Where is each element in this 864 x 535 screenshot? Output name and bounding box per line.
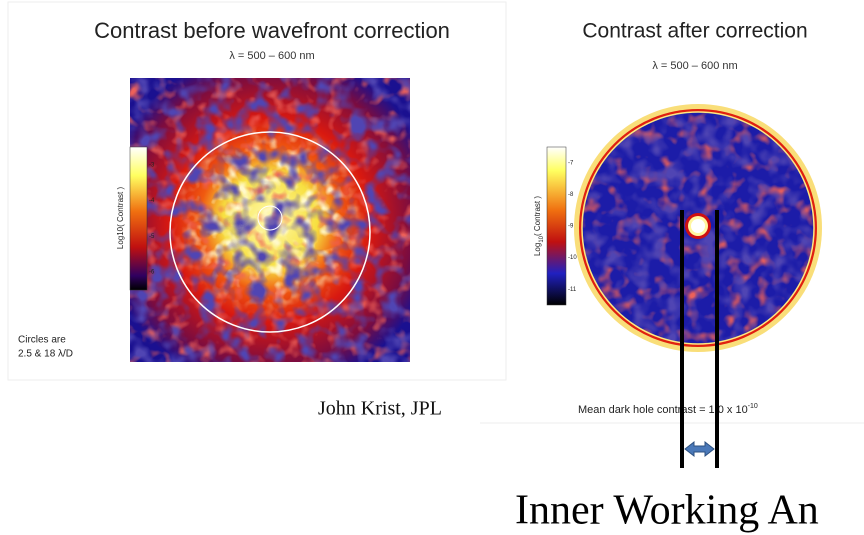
colorbar-tick-label: -4	[149, 198, 155, 204]
iwa-line	[680, 210, 684, 468]
left-title: Contrast before wavefront correction	[94, 18, 450, 43]
left-heatmap	[130, 78, 410, 362]
colorbar-tick-label: -3	[149, 162, 155, 168]
colorbar-tick-label: -10	[568, 255, 577, 261]
right-title: Contrast after correction	[582, 20, 807, 43]
colorbar-tick-label: -6	[149, 270, 155, 276]
iwa-label: Inner Working An	[515, 488, 819, 534]
colorbar-tick-label: -5	[149, 234, 155, 240]
note-line: 2.5 & 18 λ/D	[18, 349, 73, 360]
right-heatmap	[574, 104, 822, 352]
colorbar-tick-label: -8	[568, 192, 574, 198]
iwa-line	[715, 210, 719, 468]
credit: John Krist, JPL	[318, 398, 442, 420]
note-line: Circles are	[18, 335, 66, 346]
right-colorbar	[546, 146, 567, 306]
iwa-arrow	[684, 440, 715, 458]
colorbar-tick-label: -7	[568, 160, 574, 166]
left-subtitle: λ = 500 – 600 nm	[229, 50, 314, 62]
right-caption: Mean dark hole contrast = 1.0 x 10-10	[578, 403, 758, 416]
right-colorbar-label: Log10( Contrast )	[533, 196, 544, 256]
left-colorbar	[129, 146, 148, 291]
colorbar-tick-label: -9	[568, 224, 574, 230]
right-subtitle: λ = 500 – 600 nm	[652, 60, 737, 72]
colorbar-tick-label: -11	[568, 287, 577, 293]
left-colorbar-label: Log10( Contrast )	[116, 187, 125, 250]
